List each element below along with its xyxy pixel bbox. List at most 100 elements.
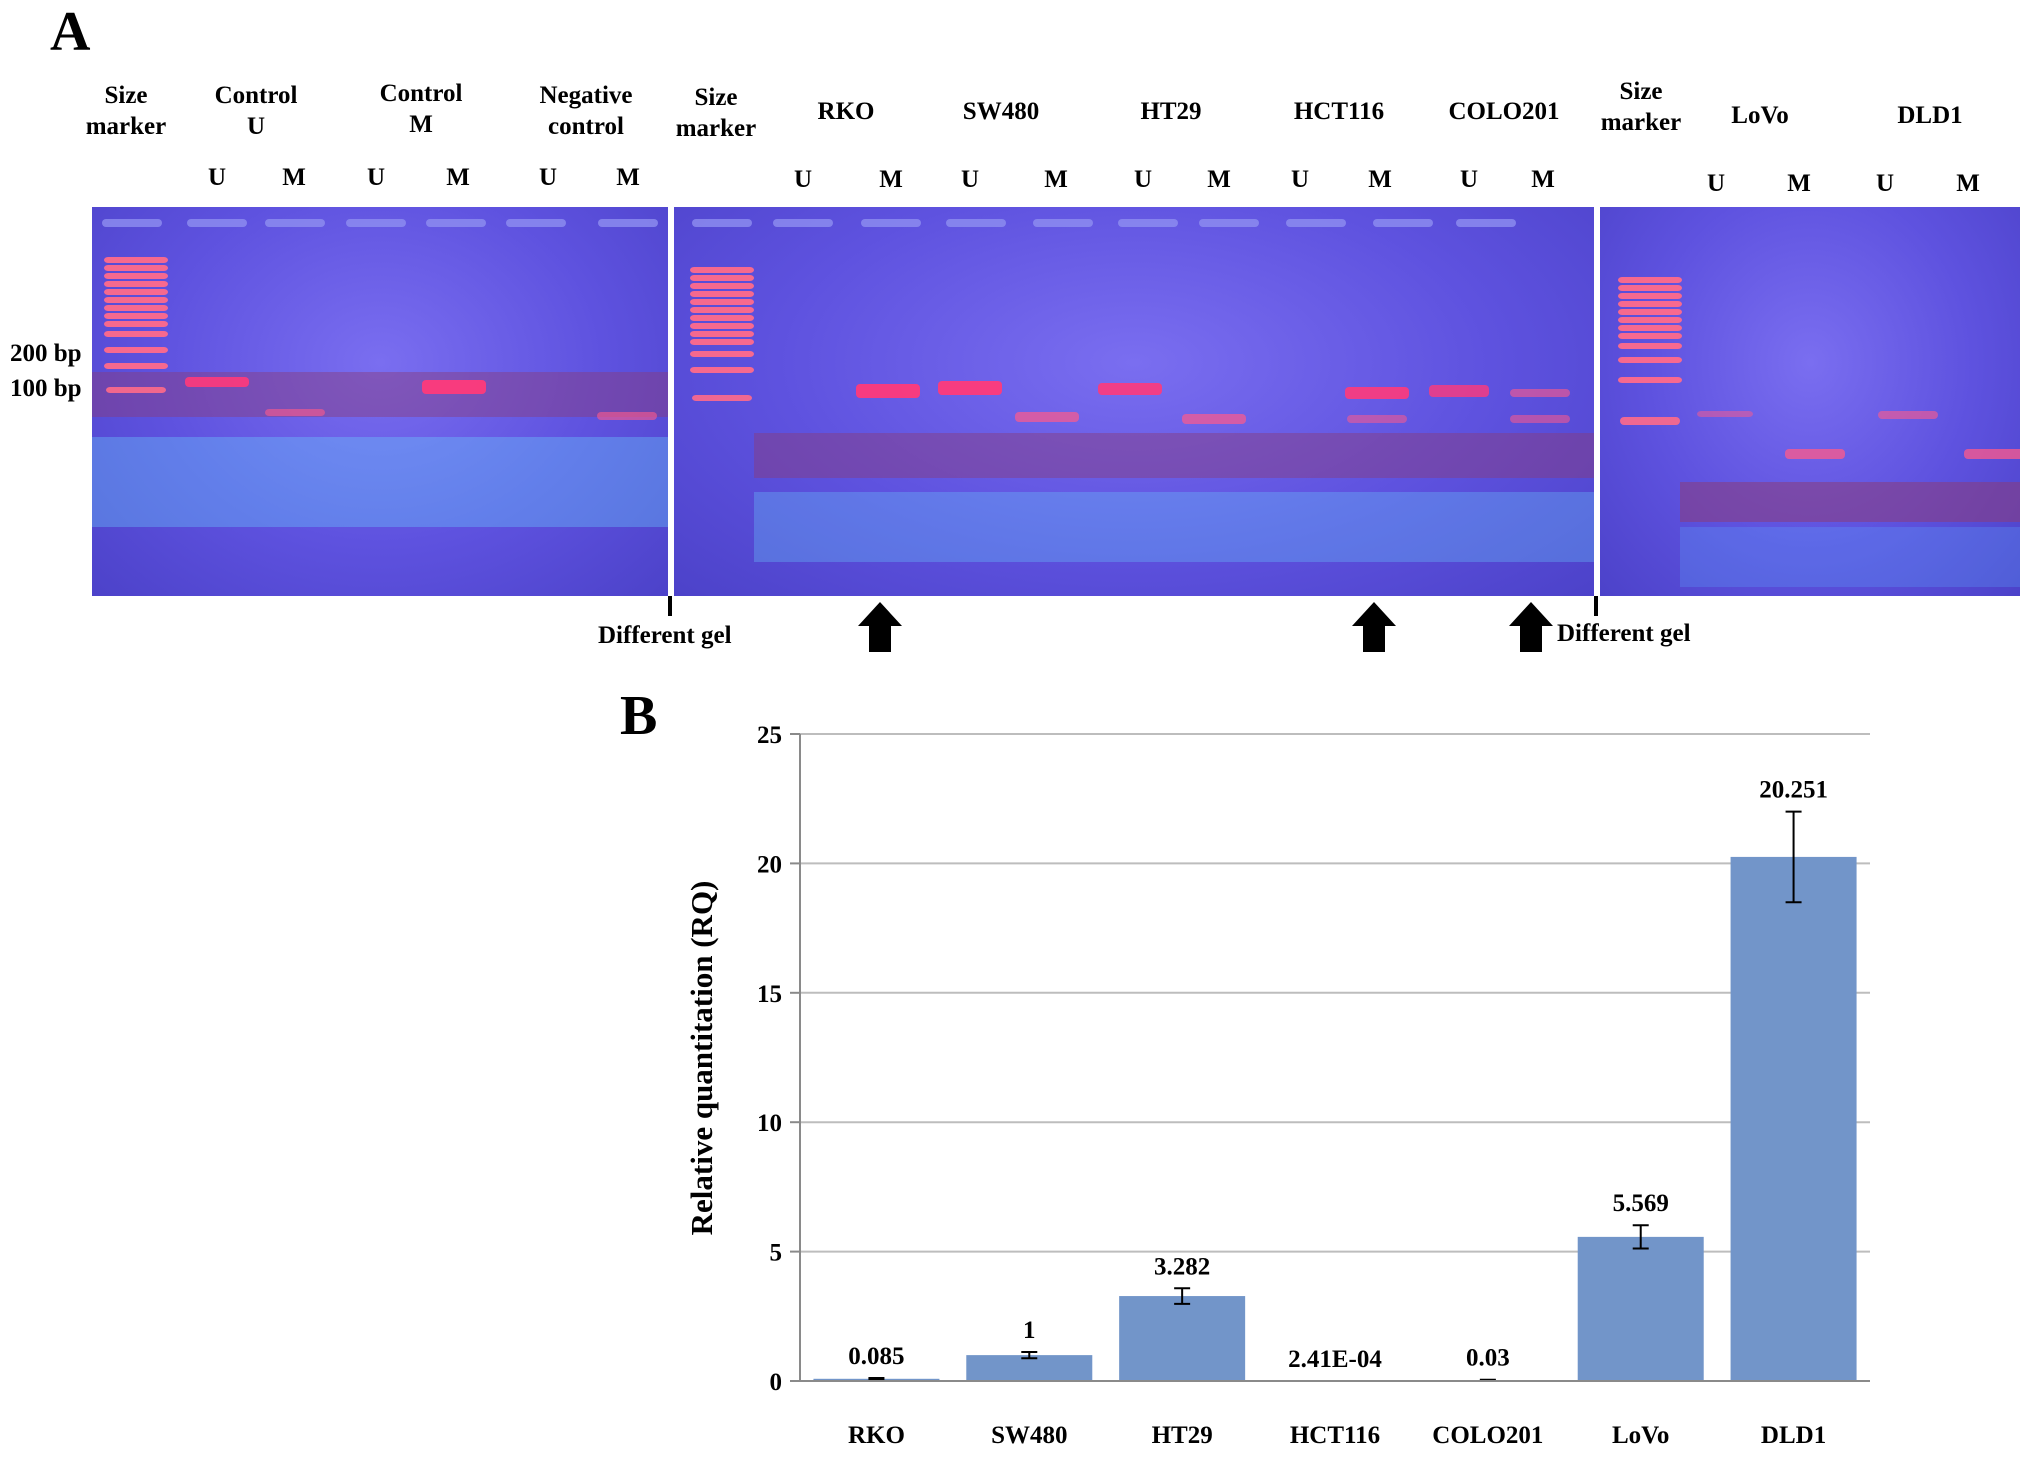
lane-label: U — [793, 166, 813, 193]
x-tick-label: HCT116 — [1290, 1422, 1380, 1449]
gel-band — [690, 275, 754, 281]
lane-label: M — [1044, 166, 1068, 193]
panel-b-label: B — [620, 685, 658, 747]
lane-label: M — [282, 164, 306, 191]
gel-band — [1618, 293, 1682, 299]
gel-group-label: Size marker — [675, 84, 757, 142]
gel-group-label: Size marker — [1600, 78, 1682, 136]
lane-label: M — [1531, 166, 1555, 193]
gel-group-label: Negative control — [539, 82, 633, 140]
gel-band — [1456, 219, 1516, 227]
gel-band — [1618, 285, 1682, 291]
gel-band — [690, 315, 754, 321]
bar — [966, 1355, 1093, 1381]
gel-band — [1618, 309, 1682, 315]
lane-label: M — [1787, 170, 1811, 197]
bp-label-200: 200 bp — [10, 340, 82, 367]
gel-band — [1964, 449, 2020, 459]
y-tick-label: 15 — [757, 981, 782, 1008]
gel-band — [265, 409, 325, 416]
gel-band — [187, 219, 247, 227]
up-arrow-icon — [1509, 602, 1553, 652]
gel-band — [104, 281, 168, 287]
lane-label: M — [616, 164, 640, 191]
gel-band — [1118, 219, 1178, 227]
lane-label: M — [1368, 166, 1392, 193]
x-tick-label: HT29 — [1152, 1422, 1213, 1449]
gel-band — [690, 367, 754, 373]
y-axis-label: Relative quantitation (RQ) — [684, 881, 719, 1236]
lane-label: M — [1207, 166, 1231, 193]
gel-group-label: SW480 — [962, 98, 1040, 125]
gel-band — [1618, 377, 1682, 383]
gel-band — [106, 387, 166, 393]
gel-band — [1345, 387, 1409, 399]
data-label: 3.282 — [1154, 1253, 1210, 1280]
gel-band — [1510, 389, 1570, 397]
gel-band — [1286, 219, 1346, 227]
gel-band — [1618, 317, 1682, 323]
gel-band — [104, 273, 168, 279]
gel-band — [104, 347, 168, 353]
lane-label: U — [1875, 170, 1895, 197]
gel-band — [692, 219, 752, 227]
gel-group-label: LoVo — [1731, 102, 1789, 129]
gel-image-1 — [92, 207, 668, 596]
gel-band — [938, 381, 1002, 395]
gel-band — [102, 219, 162, 227]
lane-label: U — [1459, 166, 1479, 193]
gel-band — [1618, 301, 1682, 307]
gel-band — [185, 377, 249, 387]
gel-band — [773, 219, 833, 227]
x-tick-label: SW480 — [991, 1422, 1067, 1449]
gel-band — [690, 299, 754, 305]
gel-band — [690, 307, 754, 313]
gel-band — [104, 297, 168, 303]
bar — [1730, 856, 1857, 1381]
x-tick-label: DLD1 — [1761, 1422, 1826, 1449]
lane-label: M — [1956, 170, 1980, 197]
lane-label: U — [1133, 166, 1153, 193]
gel-band — [104, 257, 168, 263]
gel-band — [690, 351, 754, 357]
gel-band — [690, 339, 754, 345]
y-tick-label: 5 — [770, 1240, 783, 1267]
data-label: 2.41E-04 — [1288, 1346, 1382, 1373]
data-label: 5.569 — [1613, 1190, 1669, 1217]
gel-band — [946, 219, 1006, 227]
gel-band — [1510, 415, 1570, 423]
gel-band — [1618, 357, 1682, 363]
gel-group-label: Control M — [379, 80, 463, 138]
gel-group-label: RKO — [817, 98, 875, 125]
data-label: 0.085 — [848, 1343, 904, 1370]
gel-band — [104, 321, 168, 327]
gel-image-3 — [1600, 207, 2020, 596]
gel-separator-1 — [668, 596, 672, 616]
gel-group-label: HCT116 — [1293, 98, 1385, 125]
gel-band — [506, 219, 566, 227]
bp-label-100: 100 bp — [10, 375, 82, 402]
gel-band — [422, 380, 486, 394]
gel-band — [1373, 219, 1433, 227]
gel-band — [1618, 277, 1682, 283]
gel-band — [690, 331, 754, 337]
gel-band — [1033, 219, 1093, 227]
gel-band — [597, 412, 657, 420]
gel-group-label: DLD1 — [1897, 102, 1963, 129]
gel-group-label: HT29 — [1140, 98, 1202, 125]
gel-band — [1182, 414, 1246, 424]
gel-band — [346, 219, 406, 227]
y-tick-label: 25 — [757, 722, 782, 749]
data-label: 20.251 — [1759, 777, 1828, 804]
gel-image-2 — [674, 207, 1594, 596]
gel-band — [1098, 383, 1162, 395]
panel-a-label: A — [50, 1, 91, 63]
y-tick-label: 20 — [757, 851, 782, 878]
gel-band — [104, 313, 168, 319]
gel-band — [1697, 411, 1753, 417]
bar — [1119, 1296, 1246, 1381]
gel-band — [104, 305, 168, 311]
gel-band — [1618, 325, 1682, 331]
lane-label: M — [879, 166, 903, 193]
lane-label: M — [446, 164, 470, 191]
